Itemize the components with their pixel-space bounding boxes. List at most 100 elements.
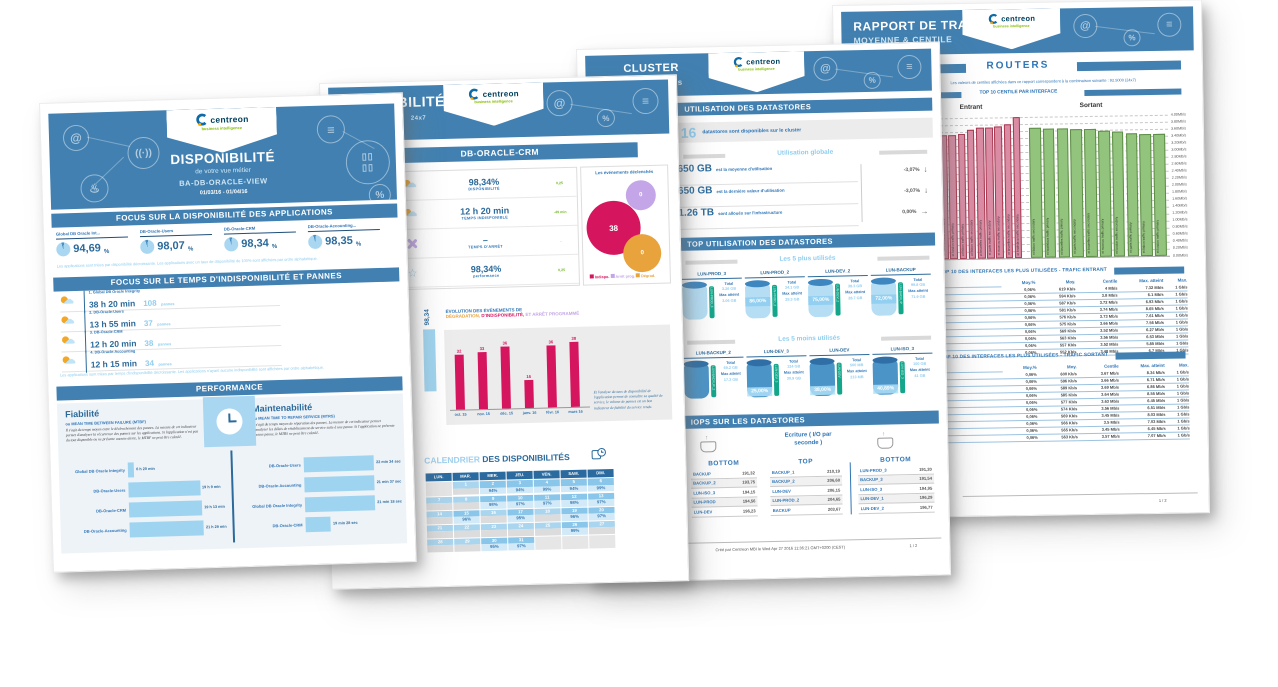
- page3-created: Créé par Centreon MBI le Wed Apr 27 2016…: [715, 544, 846, 553]
- arrow-right-icon: →: [920, 206, 929, 216]
- global-utilisation-row: 1.26 TB sont alloués sur l'infrastructur…: [678, 204, 859, 230]
- legend-label: Arrêt prog.: [615, 274, 636, 280]
- event-bubble-dgrad: 0: [622, 233, 662, 273]
- calendar-availability: 98%: [480, 501, 507, 509]
- calendar-clock-icon: [591, 447, 606, 460]
- calendar-day-cell: 24: [507, 522, 535, 537]
- least-used-datastores: LUN-BACKUP_2 LUN-BACKUP_2 Total 69.2 GB Ma…: [683, 345, 934, 399]
- availability-pie-icon: [140, 239, 155, 255]
- column-header: Centile: [1104, 363, 1119, 369]
- mtbf-bars: Global DB Oracle Integrity 6 h 20 min DB…: [63, 457, 227, 542]
- utilisation-value: 1.26 TB: [678, 207, 715, 219]
- availability-value: 98,07: [157, 239, 185, 253]
- side-bar: [423, 329, 437, 392]
- table-trafic-sortant: Moy.% Moy. Centile Max. atteint Max. 0,06% 600…: [938, 362, 1190, 444]
- y-axis-tick: 3.60Mb/s: [1170, 126, 1187, 131]
- entrant-bar: et lisbon traffic secondary: [966, 129, 977, 259]
- centreon-logo-icon: [732, 57, 743, 68]
- performance-bar-row: DB-Oracle-CRM 19 min 28 sec: [240, 511, 403, 536]
- downtime-duration: 12 h 15 min: [90, 357, 138, 370]
- traffic-value: 7.07 Mb/s: [1119, 432, 1166, 441]
- decor-bar: [879, 149, 928, 155]
- y-axis-tick: 1.00Mb/s: [1172, 217, 1188, 222]
- datastore-gauge: LUN-PROD_3: [708, 285, 715, 318]
- page2-logo-ribbon: centreon business intelligence: [443, 83, 544, 127]
- datastore-count-label: datastores sont disponibles sur le clust…: [702, 127, 802, 136]
- entrant-bar: et bruxelles traffic primary: [975, 127, 986, 259]
- calendar-weekday: MAR.: [452, 472, 479, 481]
- legend-label: Dégrad.: [641, 274, 656, 279]
- datastore-max: 3.06 GB: [722, 298, 737, 303]
- global-utilisation-rows: 650 GB est la moyenne d'utilisation 650 …: [677, 160, 859, 230]
- section-utilisation-datastores: UTILISATION DES DATASTORES: [676, 97, 933, 116]
- chart-category: mars 16: [568, 409, 583, 415]
- datastore-max: 17.3 GB: [723, 377, 739, 382]
- calendar-empty-cell: [535, 535, 562, 550]
- sortant-bar: et moscou traffic primary: [1097, 130, 1112, 257]
- event-count-bar: [524, 380, 534, 409]
- performance-divider: [230, 450, 236, 543]
- calendar-day-cell: 23: [480, 523, 508, 537]
- datastore-name: LUN-DEV_3: [746, 348, 807, 358]
- stat-row: – TEMPS D'ARRÊT -: [396, 225, 579, 260]
- calendar-day-cell: 1: [452, 481, 480, 495]
- datastore-cylinder-icon: 38,00%: [809, 361, 836, 396]
- y-axis-tick: 2.00Mb/s: [1171, 182, 1188, 187]
- traffic-value: 1 Gb/s: [1165, 432, 1190, 440]
- utilisation-delta: -3,07% ↓: [904, 185, 929, 195]
- brand-tagline: business intelligence: [738, 66, 775, 72]
- calendar-day-cell: 8: [453, 495, 480, 510]
- entrant-bar: et paris traffic secondary: [985, 127, 995, 259]
- y-axis-tick: 4.00Mb/s: [1170, 111, 1186, 117]
- application-label: DB-Oracle-Users: [139, 226, 212, 238]
- brand-tagline: business intelligence: [474, 99, 513, 105]
- datastore-cylinder-icon: [681, 284, 708, 320]
- availability-value: 94,69: [73, 242, 102, 256]
- y-axis-tick: 2.60Mb/s: [1171, 161, 1187, 166]
- calendar-day-cell: 6 99%: [587, 477, 615, 492]
- trend-value: 0,25: [558, 267, 566, 272]
- chart-category: nov. 15: [477, 411, 491, 417]
- calendar-heading: CALENDRIER DES DISPONIBILITÉS: [424, 452, 570, 466]
- iops-table-header: BOTTOM: [708, 459, 740, 468]
- sun-cloud-icon: ☁: [62, 353, 76, 366]
- y-axis-tick: 0.20Mb/s: [1172, 245, 1189, 251]
- divider: [860, 164, 863, 223]
- iops-subtitle: Ecriture ( I/O par seconde ): [784, 431, 832, 447]
- calendar-day-cell: 28: [427, 538, 454, 553]
- event-count-bar: [477, 352, 488, 410]
- datastore-name: LUN-ISO_3: [872, 345, 933, 355]
- calendar-day-cell: 14: [426, 510, 453, 525]
- calendar-day-cell: 22: [453, 523, 481, 538]
- applications-availability-row: Global DB Oracle Int... 94,69 % DB-Oracl…: [55, 221, 393, 257]
- percent-icon: %: [596, 108, 616, 128]
- y-axis-tick: 0.60Mb/s: [1172, 231, 1188, 237]
- centreon-logo-icon: [468, 88, 480, 100]
- calendar-weekday: VEN.: [533, 470, 560, 479]
- calendar-day-cell: 27: [588, 520, 616, 535]
- mtrs-bars: DB-Oracle-Users 22 min 34 sec DB-Oracle-…: [239, 451, 403, 536]
- server-icon: ≡: [632, 87, 659, 115]
- decor-bar: [1115, 351, 1186, 360]
- chart-y-axis: 4.00Mb/s 3.80Mb/s 3.60Mb/s 3.40Mb/s 3.20Mb/s…: [1169, 111, 1201, 257]
- centreon-logo-icon: [194, 113, 207, 126]
- datastore-name: LUN-DEV: [809, 346, 870, 356]
- y-axis-tick: 1.80Mb/s: [1171, 189, 1188, 194]
- evolution-chart-title: ÉVOLUTION DES ÉVÉNEMENTS DE DÉGRADATION,…: [445, 307, 580, 319]
- calendar-day-cell: 9 98%: [480, 495, 507, 509]
- calendar-weekday: SAM.: [560, 469, 587, 479]
- footer-divider: [962, 492, 1198, 498]
- stat-row: ☁ 98,34% DISPONIBILITÉ 0,25: [395, 167, 577, 202]
- traffic-value: 0,06%: [1003, 434, 1038, 443]
- table-entrant-title: TOP 10 DES INTERFACES LES PLUS UTILISÉES…: [939, 267, 1107, 276]
- downtime-list: ☁ 1. Global DB Oracle Integrity 38 h 20 …: [59, 285, 282, 373]
- column-header: Moy.%: [1021, 279, 1036, 286]
- datastore-card: LUN-BACKUP_2 LUN-BACKUP_2 Total 69.2 GB Ma…: [683, 349, 744, 399]
- datastore-card: LUN-PROD_3 LUN-PROD_3 Total 3.26 GB Max at…: [681, 270, 743, 320]
- at-icon: @: [62, 124, 90, 152]
- server-icon: ≡: [1157, 12, 1182, 37]
- calendar-day-cell: 29: [454, 537, 481, 552]
- application-label: Global DB Oracle Int...: [55, 229, 128, 240]
- section-top-utilisation: TOP UTILISATION DES DATASTORES: [678, 232, 936, 251]
